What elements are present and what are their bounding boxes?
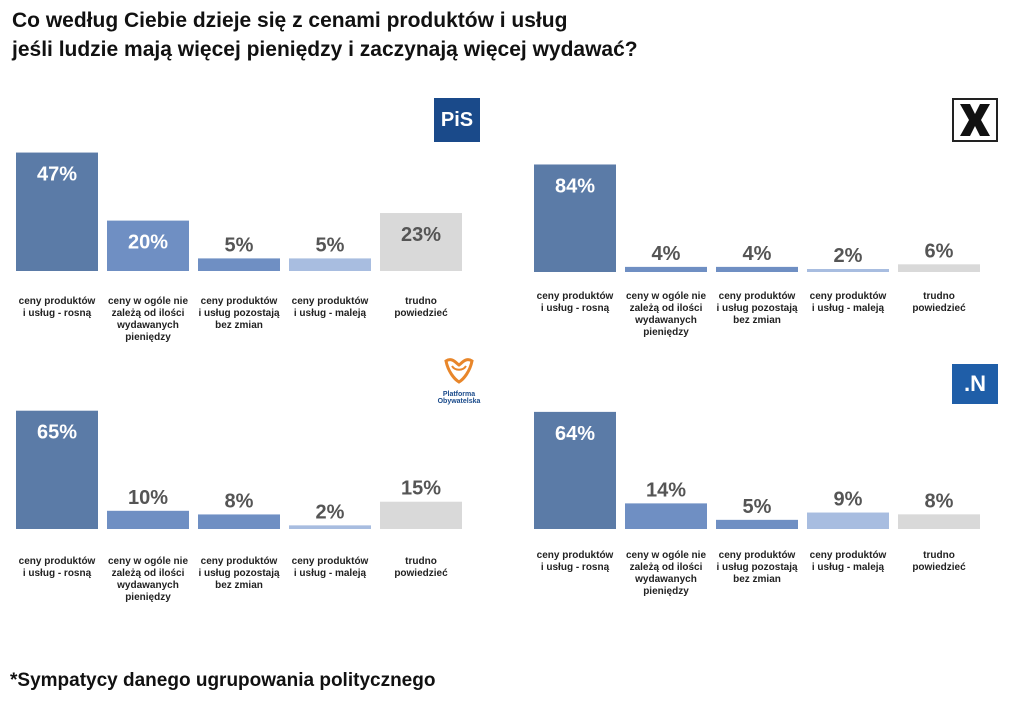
- bar-kukiz-15-2: [716, 266, 798, 272]
- bar-value-label-nowoczesna-2: 5%: [743, 496, 772, 518]
- bar-platforma-obywatelska-4: [380, 501, 462, 529]
- bar-value-label-platforma-obywatelska-0: 65%: [37, 422, 77, 444]
- footnote: *Sympatycy danego ugrupowania polityczne…: [10, 670, 436, 691]
- bar-pis-2: [198, 258, 280, 271]
- bar-value-label-kukiz-15-3: 2%: [834, 245, 863, 267]
- kukiz-logo: [952, 98, 998, 142]
- bar-value-label-pis-3: 5%: [316, 234, 345, 256]
- bar-kukiz-15-0: [534, 164, 616, 272]
- bar-pis-0: [16, 152, 98, 271]
- bar-value-label-nowoczesna-3: 9%: [834, 489, 863, 511]
- category-label-nowoczesna-0: ceny produktów i usług - rosną: [536, 550, 614, 573]
- category-label-platforma-obywatelska-1: ceny w ogóle nie zależą od ilości wydawany…: [107, 556, 189, 603]
- po-logo-text: Platforma Obywatelska: [437, 391, 481, 405]
- bar-pis-1: [107, 220, 189, 271]
- bar-value-label-platforma-obywatelska-1: 10%: [128, 487, 168, 509]
- bar-value-label-pis-2: 5%: [225, 234, 254, 256]
- bar-kukiz-15-3: [807, 269, 889, 272]
- bar-value-label-pis-4: 23%: [401, 224, 441, 246]
- category-label-nowoczesna-3: ceny produktów i usług - maleją: [809, 550, 887, 573]
- po-heart-icon: [444, 358, 474, 384]
- bar-value-label-platforma-obywatelska-2: 8%: [225, 490, 254, 512]
- bar-value-label-nowoczesna-1: 14%: [646, 479, 686, 501]
- category-label-kukiz-15-2: ceny produktów i usług pozostają bez zmian: [716, 291, 798, 326]
- pis-logo: PiS: [434, 98, 480, 142]
- bar-nowoczesna-1: [625, 503, 707, 529]
- category-label-platforma-obywatelska-0: ceny produktów i usług - rosną: [18, 556, 96, 579]
- bar-kukiz-15-4: [898, 264, 980, 272]
- bar-value-label-kukiz-15-2: 4%: [743, 243, 772, 265]
- bar-value-label-kukiz-15-4: 6%: [925, 240, 954, 262]
- category-label-kukiz-15-0: ceny produktów i usług - rosną: [536, 291, 614, 314]
- bar-nowoczesna-0: [534, 411, 616, 529]
- category-label-nowoczesna-1: ceny w ogóle nie zależą od ilości wydawany…: [625, 550, 707, 597]
- bar-platforma-obywatelska-0: [16, 410, 98, 529]
- chart-title: Co według Ciebie dzieje się z cenami pro…: [12, 6, 992, 64]
- category-label-pis-3: ceny produktów i usług - maleją: [291, 296, 369, 319]
- pis-logo-text: PiS: [440, 108, 474, 131]
- bar-value-label-kukiz-15-0: 84%: [555, 175, 595, 197]
- kukiz-x-icon: [960, 104, 990, 136]
- bar-nowoczesna-4: [898, 514, 980, 529]
- bar-value-label-kukiz-15-1: 4%: [652, 243, 681, 265]
- title-line-2: jeśli ludzie mają więcej pieniędzy i zac…: [12, 38, 638, 61]
- title-line-1: Co według Ciebie dzieje się z cenami pro…: [12, 9, 568, 32]
- nowoczesna-logo-text: .N: [964, 371, 986, 396]
- bar-value-label-platforma-obywatelska-3: 2%: [316, 501, 345, 523]
- bar-value-label-nowoczesna-4: 8%: [925, 490, 954, 512]
- category-label-nowoczesna-4: trudno powiedzieć: [912, 550, 966, 573]
- bar-nowoczesna-3: [807, 512, 889, 529]
- category-label-platforma-obywatelska-2: ceny produktów i usług pozostają bez zmian: [198, 556, 280, 591]
- bar-kukiz-15-1: [625, 266, 707, 272]
- bar-platforma-obywatelska-1: [107, 510, 189, 529]
- bar-value-label-pis-1: 20%: [128, 232, 168, 254]
- bar-value-label-platforma-obywatelska-4: 15%: [401, 478, 441, 500]
- category-label-kukiz-15-1: ceny w ogóle nie zależą od ilości wydawany…: [625, 291, 707, 338]
- category-label-platforma-obywatelska-3: ceny produktów i usług - maleją: [291, 556, 369, 579]
- bar-nowoczesna-2: [716, 519, 798, 529]
- category-label-pis-2: ceny produktów i usług pozostają bez zmian: [198, 296, 280, 331]
- bar-platforma-obywatelska-3: [289, 525, 371, 529]
- bar-value-label-nowoczesna-0: 64%: [555, 423, 595, 445]
- bar-value-label-pis-0: 47%: [37, 164, 77, 186]
- nowoczesna-logo: .N: [952, 364, 998, 404]
- category-label-pis-0: ceny produktów i usług - rosną: [18, 296, 96, 319]
- category-label-nowoczesna-2: ceny produktów i usług pozostają bez zmian: [716, 550, 798, 585]
- bar-pis-4: [380, 213, 462, 271]
- po-logo: Platforma Obywatelska: [434, 355, 484, 407]
- category-label-pis-4: trudno powiedzieć: [394, 296, 448, 319]
- category-label-kukiz-15-4: trudno powiedzieć: [912, 291, 966, 314]
- bar-platforma-obywatelska-2: [198, 514, 280, 529]
- category-label-platforma-obywatelska-4: trudno powiedzieć: [394, 556, 448, 579]
- category-label-pis-1: ceny w ogóle nie zależą od ilości wydawany…: [107, 296, 189, 343]
- bar-pis-3: [289, 258, 371, 271]
- category-label-kukiz-15-3: ceny produktów i usług - maleją: [809, 291, 887, 314]
